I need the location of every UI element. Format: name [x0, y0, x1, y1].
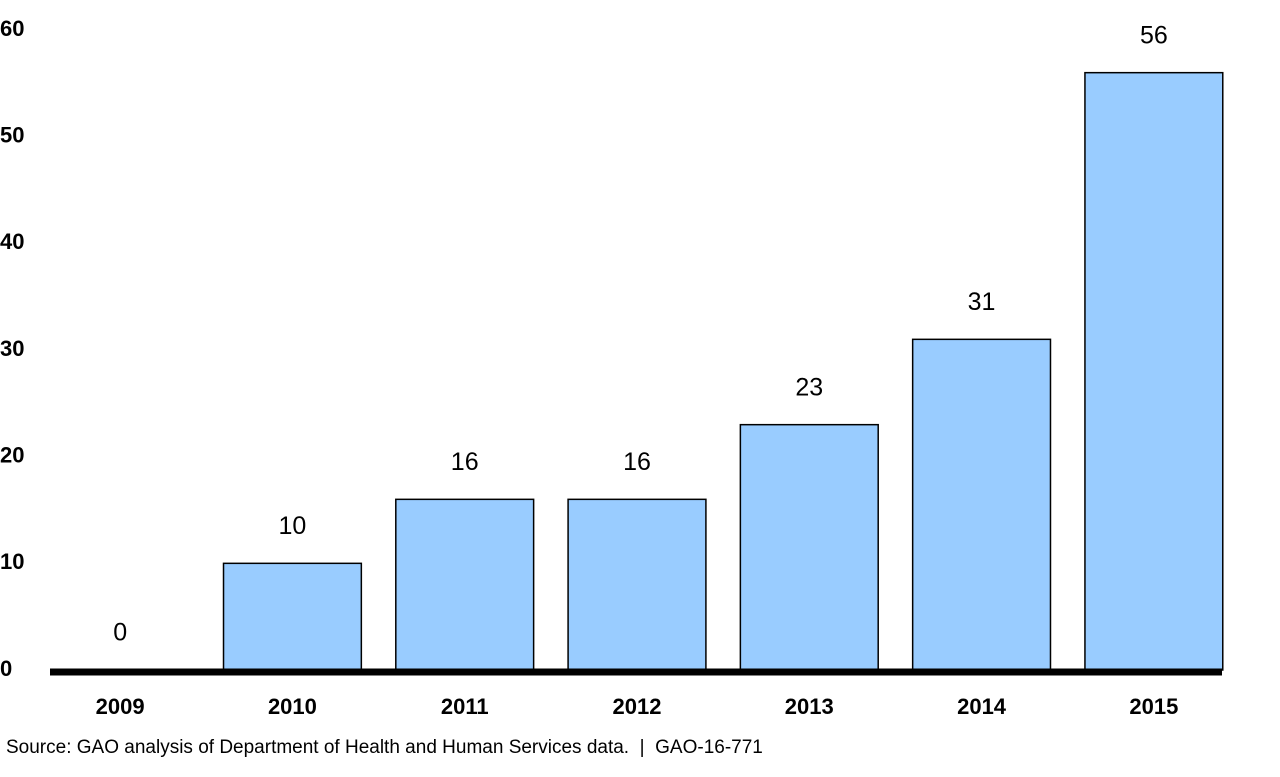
y-tick-label: 0: [0, 656, 12, 681]
x-tick-label: 2011: [441, 694, 489, 719]
value-label: 56: [1140, 21, 1168, 49]
y-tick-label: 20: [0, 442, 24, 467]
value-label: 23: [795, 373, 823, 401]
value-label: 0: [113, 619, 127, 647]
source-note: Source: GAO analysis of Department of He…: [6, 737, 763, 758]
y-tick-label: 30: [0, 336, 24, 361]
value-label: 16: [623, 448, 651, 476]
x-tick-label: 2009: [96, 694, 145, 719]
x-tick-label: 2015: [1129, 694, 1178, 719]
y-tick-label: 40: [0, 229, 24, 254]
bar: [739, 423, 879, 671]
x-tick-label: 2013: [785, 694, 834, 719]
y-tick-label: 60: [0, 16, 24, 41]
bar: [395, 498, 535, 671]
y-tick-label: 50: [0, 122, 24, 147]
bar: [222, 562, 363, 671]
x-tick-label: 2012: [613, 694, 662, 719]
bar: [1084, 71, 1224, 671]
x-tick-label: 2014: [957, 694, 1007, 719]
value-label: 10: [279, 512, 307, 540]
y-tick-label: 10: [0, 549, 24, 574]
bar: [567, 498, 707, 671]
value-label: 31: [968, 288, 996, 316]
value-label: 16: [451, 448, 479, 476]
bar: [911, 338, 1052, 671]
x-tick-label: 2010: [268, 694, 317, 719]
